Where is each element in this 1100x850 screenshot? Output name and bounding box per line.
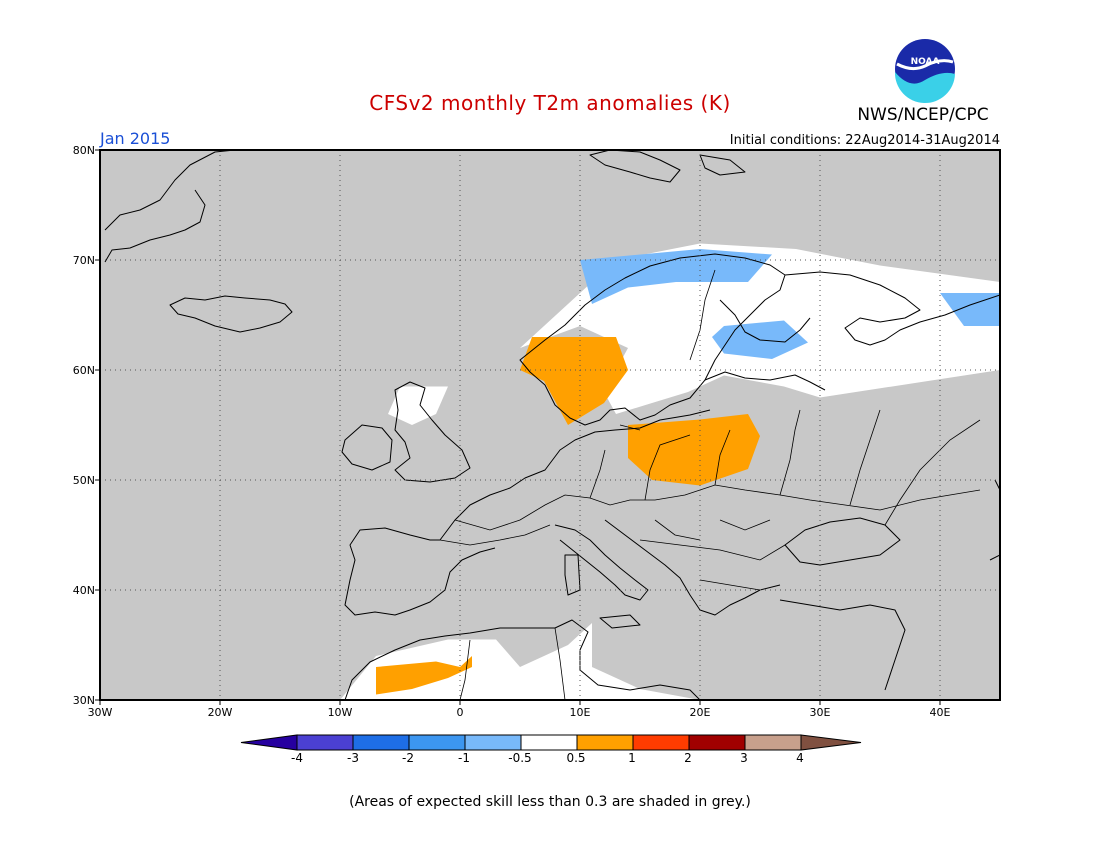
map-frame <box>99 149 1001 701</box>
colorbar <box>240 734 862 751</box>
anomaly-region-5 <box>376 656 472 695</box>
agency-label: NWS/NCEP/CPC <box>857 105 988 125</box>
colorbar-label-3: 3 <box>740 751 748 765</box>
colorbar-label-neg1: -1 <box>458 751 470 765</box>
colorbar-label-2: 2 <box>684 751 692 765</box>
graticule <box>100 150 1000 700</box>
skill-footnote: (Areas of expected skill less than 0.3 a… <box>349 794 751 810</box>
map-background <box>100 150 1000 700</box>
colorbar-label-0-5: 0.5 <box>566 751 585 765</box>
anomaly-region-4 <box>628 414 760 486</box>
figure-title: CFSv2 monthly T2m anomalies (K) <box>369 91 731 115</box>
lat-label-80n: 80N <box>73 144 95 157</box>
valid-month-label: Jan 2015 <box>99 129 170 148</box>
colorbar-label-neg2: -2 <box>402 751 414 765</box>
colorbar-arrow-low <box>240 734 298 751</box>
colorbar-swatch <box>520 734 578 751</box>
map-panel: 30N 40N 50N 60N 70N 80N 30W 20W 10W 0 10… <box>73 144 1001 719</box>
colorbar-label-4: 4 <box>796 751 804 765</box>
noaa-logo: NOAA <box>894 39 955 104</box>
anomaly-region-3 <box>520 337 628 425</box>
lon-label-30w: 30W <box>88 706 113 719</box>
axis-ticks <box>95 149 941 705</box>
colorbar-swatch <box>576 734 634 751</box>
colorbar-arrow-high <box>800 734 862 751</box>
near-zero-region-1 <box>388 386 448 425</box>
lon-label-40e: 40E <box>930 706 951 719</box>
colorbar-label-1: 1 <box>628 751 636 765</box>
anomaly-region-0 <box>580 249 772 304</box>
lon-label-0: 0 <box>457 706 464 719</box>
colorbar-swatch <box>688 734 746 751</box>
lat-label-70n: 70N <box>73 254 95 267</box>
colorbar-swatch <box>632 734 690 751</box>
lon-label-10e: 10E <box>570 706 591 719</box>
lon-label-30e: 30E <box>810 706 831 719</box>
noaa-logo-text: NOAA <box>911 57 940 67</box>
anomaly-region-2 <box>940 293 1000 326</box>
lat-label-60n: 60N <box>73 364 95 377</box>
lon-label-10w: 10W <box>328 706 353 719</box>
colorbar-label-neg0-5: -0.5 <box>508 751 531 765</box>
initial-conditions-label: Initial conditions: 22Aug2014-31Aug2014 <box>730 133 1000 148</box>
colorbar-swatch <box>296 734 354 751</box>
colorbar-swatch <box>352 734 410 751</box>
colorbar-swatch <box>744 734 802 751</box>
lat-label-50n: 50N <box>73 474 95 487</box>
anomaly-layer <box>376 249 1000 695</box>
lat-label-40n: 40N <box>73 584 95 597</box>
colorbar-label-neg4: -4 <box>291 751 303 765</box>
lon-label-20e: 20E <box>690 706 711 719</box>
colorbar-label-neg3: -3 <box>347 751 359 765</box>
colorbar-swatch <box>408 734 466 751</box>
colorbar-swatch <box>464 734 522 751</box>
coastlines <box>104 150 1000 700</box>
lat-label-30n: 30N <box>73 694 95 707</box>
lon-label-20w: 20W <box>208 706 233 719</box>
country-borders <box>439 269 981 700</box>
